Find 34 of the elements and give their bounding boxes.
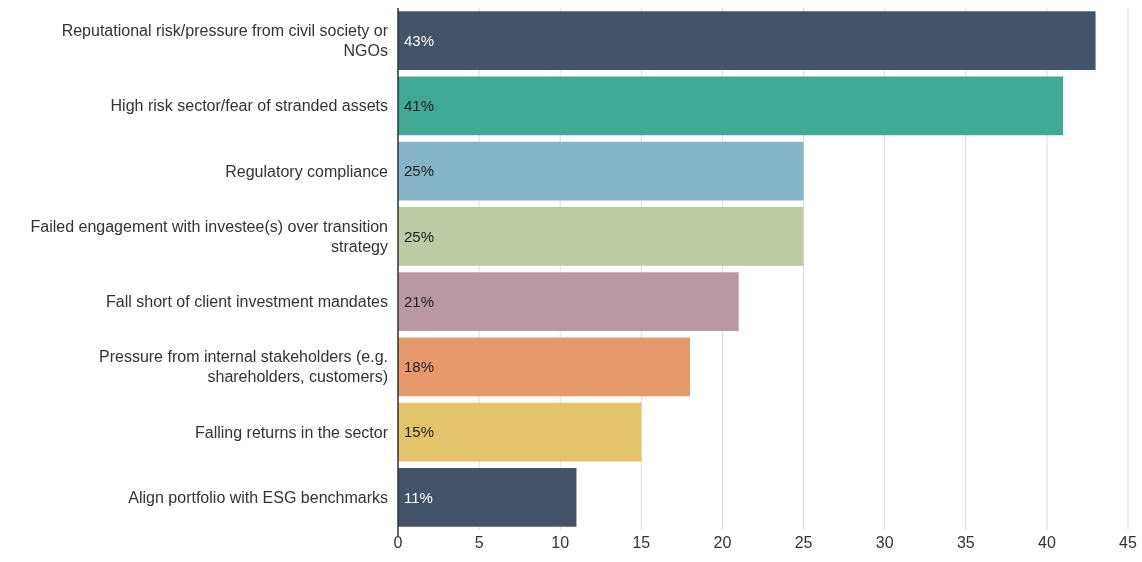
bar [398,402,642,462]
bar [398,468,577,527]
bar [398,272,739,331]
data-label: 43% [404,31,435,49]
bar [398,207,804,266]
y-tick-label: Align portfolio with ESG benchmarks [128,488,388,506]
data-label: 25% [404,162,435,180]
x-tick-label: 10 [551,534,570,551]
y-tick-label: Pressure from internal stakeholders (e.g. shareholders, customers) [98,348,388,386]
data-label: 18% [404,358,435,376]
x-tick-label: 30 [875,534,894,551]
y-tick-label: Failed engagement with investee(s) over transition strategy [30,217,388,255]
bar [398,337,690,397]
data-label: 25% [404,227,435,245]
data-label: 21% [404,292,435,310]
y-tick-label: Falling returns in the sector [195,423,389,441]
x-tick-label: 5 [474,534,484,551]
x-tick-label: 15 [632,534,651,551]
y-tick-label: Regulatory compliance [225,162,389,180]
bar [398,76,1064,136]
x-tick-label: 25 [794,534,813,551]
bar [398,141,804,201]
x-tick-label: 35 [956,534,975,551]
x-tick-label: 20 [713,534,732,551]
data-label: 15% [404,423,435,441]
y-tick-label: Reputational risk/pressure from civil society or NGOs [61,22,389,60]
y-tick-label: High risk sector/fear of stranded assets [110,97,388,115]
data-label: 41% [404,97,435,115]
bar [398,11,1096,70]
x-tick-label: 0 [393,534,403,551]
x-tick-label: 40 [1037,534,1056,551]
data-label: 11% [404,488,433,506]
x-tick-label: 45 [1119,534,1137,551]
y-tick-label: Fall short of client investment mandates [106,293,388,311]
